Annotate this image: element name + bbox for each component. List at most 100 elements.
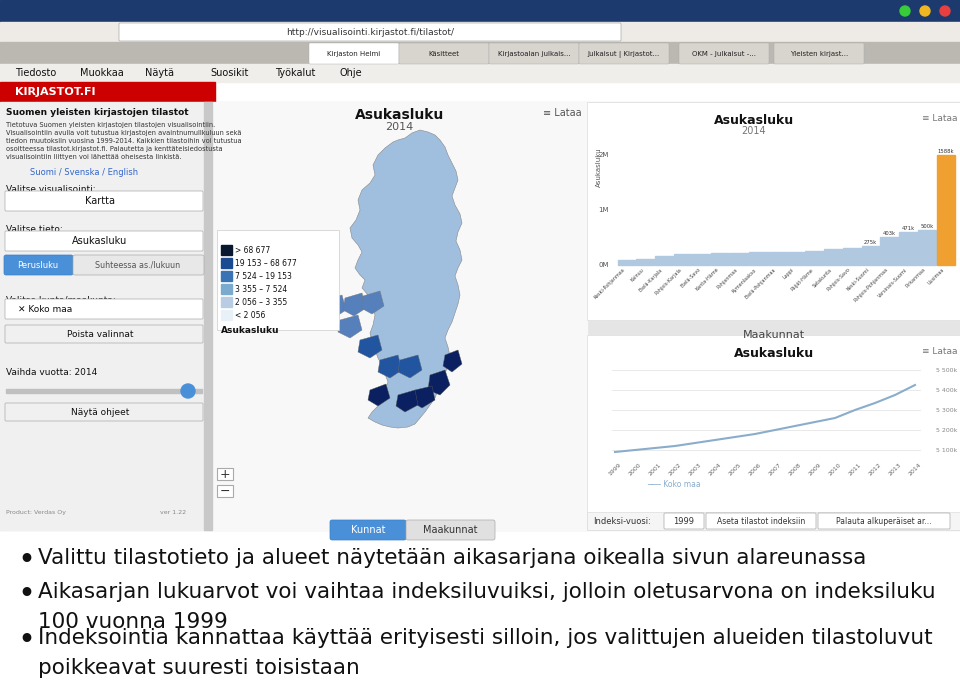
Text: Etelä-Karjala: Etelä-Karjala (638, 267, 664, 292)
Polygon shape (443, 350, 462, 372)
Text: Uusimaa: Uusimaa (927, 267, 946, 285)
Text: 5 400k: 5 400k (936, 388, 957, 392)
Text: Asukasluku: Asukasluku (355, 108, 444, 122)
Text: •: • (18, 582, 34, 606)
Text: Ohje: Ohje (340, 68, 363, 78)
Text: 5 500k: 5 500k (936, 368, 957, 372)
Text: Yleisten kirjast...: Yleisten kirjast... (790, 51, 848, 57)
Text: 2007: 2007 (768, 462, 782, 477)
FancyBboxPatch shape (664, 513, 704, 529)
Text: 2001: 2001 (648, 462, 662, 477)
Text: ≡ Lataa: ≡ Lataa (543, 108, 582, 118)
Text: 2005: 2005 (728, 462, 742, 477)
Text: 1588k: 1588k (937, 149, 954, 154)
Polygon shape (428, 370, 450, 395)
Bar (880, 237, 899, 265)
Text: Tiedosto: Tiedosto (15, 68, 57, 78)
Text: Perusluku: Perusluku (17, 261, 59, 269)
Polygon shape (343, 293, 366, 316)
Text: 5 300k: 5 300k (936, 408, 957, 413)
Bar (221, 271, 232, 281)
Circle shape (920, 6, 930, 16)
FancyBboxPatch shape (5, 231, 203, 251)
Bar (0, 102, 212, 530)
Bar (937, 155, 954, 265)
Text: Visualisointiin avulla voit tutustua kirjastojen avaintnumullkuluun sekä: Visualisointiin avulla voit tutustua kir… (6, 130, 242, 136)
Bar (805, 251, 823, 265)
Polygon shape (378, 355, 402, 378)
Text: 403k: 403k (882, 231, 896, 236)
Polygon shape (368, 384, 390, 406)
FancyBboxPatch shape (5, 403, 203, 421)
Text: Näytä ohjeet: Näytä ohjeet (71, 408, 130, 417)
FancyBboxPatch shape (406, 520, 495, 540)
Text: Pohjois-Karjala: Pohjois-Karjala (654, 267, 683, 296)
Bar (212, 102, 587, 530)
Text: ─── Koko maa: ─── Koko maa (647, 480, 701, 489)
Text: Poista valinnat: Poista valinnat (67, 330, 133, 339)
Text: Tietotuva Suomen yleisten kirjastojen tilastojen visualisointiin.: Tietotuva Suomen yleisten kirjastojen ti… (6, 122, 215, 128)
Bar (918, 230, 936, 265)
Polygon shape (396, 390, 418, 412)
Bar (824, 249, 842, 265)
Text: 2004: 2004 (708, 462, 722, 477)
Text: 1999: 1999 (674, 516, 694, 525)
Text: < 2 056: < 2 056 (235, 310, 265, 319)
FancyBboxPatch shape (73, 255, 204, 275)
Bar (731, 252, 748, 265)
Text: 2 056 – 3 355: 2 056 – 3 355 (235, 298, 287, 307)
Text: Maakunnat: Maakunnat (742, 330, 804, 340)
Text: Asukasluku: Asukasluku (221, 326, 279, 335)
Text: Maakunnat: Maakunnat (422, 525, 477, 535)
Text: 2000: 2000 (628, 462, 642, 477)
Text: Indeksointia kannattaa käyttää erityisesti silloin, jos valittujen alueiden tila: Indeksointia kannattaa käyttää erityises… (38, 628, 932, 679)
Bar (221, 310, 232, 320)
Bar (221, 284, 232, 294)
Text: Näytä: Näytä (145, 68, 174, 78)
Bar (587, 512, 960, 530)
Text: 471k: 471k (901, 227, 915, 231)
Bar (636, 259, 654, 265)
Text: Keski-Suomi: Keski-Suomi (846, 267, 871, 292)
Text: Valittu tilastotieto ja alueet näytetään aikasarjana oikealla sivun alareunassa: Valittu tilastotieto ja alueet näytetään… (38, 548, 866, 568)
FancyBboxPatch shape (330, 520, 406, 540)
Text: Varsinais-Suomi: Varsinais-Suomi (876, 267, 908, 299)
Text: Aikasarjan lukuarvot voi vaihtaa indeksiluvuiksi, jolloin oletusarvona on indeks: Aikasarjan lukuarvot voi vaihtaa indeksi… (38, 582, 936, 632)
Bar (217, 230, 339, 330)
Bar (768, 252, 785, 265)
Text: ≡ Lataa: ≡ Lataa (922, 114, 957, 123)
Text: Aseta tilastot indeksiin: Aseta tilastot indeksiin (717, 516, 805, 525)
Text: Asukasluku: Asukasluku (72, 236, 128, 246)
Bar (862, 246, 879, 265)
Text: 2002: 2002 (667, 462, 683, 477)
Text: 2M: 2M (599, 152, 609, 158)
FancyBboxPatch shape (5, 299, 203, 319)
Text: +: + (220, 468, 230, 480)
Text: Kunnat: Kunnat (350, 525, 385, 535)
Text: Lappi: Lappi (782, 267, 796, 280)
Bar (0, 22, 960, 42)
Text: 2003: 2003 (687, 462, 703, 477)
Text: 5 200k: 5 200k (936, 428, 957, 433)
Polygon shape (398, 355, 422, 378)
Text: 0M: 0M (598, 262, 609, 268)
Bar (587, 102, 960, 320)
FancyBboxPatch shape (489, 43, 579, 64)
Text: KIRJASTOT.FI: KIRJASTOT.FI (15, 87, 95, 97)
Text: 2014: 2014 (385, 122, 414, 132)
Bar (674, 254, 691, 265)
Text: Kymenlaakso: Kymenlaakso (732, 267, 757, 294)
Bar (843, 248, 860, 265)
Text: 5 100k: 5 100k (936, 448, 957, 453)
Text: Asukasluku: Asukasluku (713, 114, 794, 127)
Text: > 68 677: > 68 677 (235, 245, 271, 254)
FancyBboxPatch shape (679, 43, 769, 64)
Text: Kartta: Kartta (85, 196, 115, 206)
Text: Indeksi-vuosi:: Indeksi-vuosi: (593, 516, 651, 525)
Text: 2011: 2011 (848, 462, 862, 477)
Text: Suomen yleisten kirjastojen tilastot: Suomen yleisten kirjastojen tilastot (6, 108, 188, 117)
Bar (0, 102, 960, 530)
Text: Valitse kunta/maakunta:: Valitse kunta/maakunta: (6, 295, 116, 304)
Polygon shape (338, 315, 362, 338)
Text: 2014: 2014 (741, 126, 766, 136)
